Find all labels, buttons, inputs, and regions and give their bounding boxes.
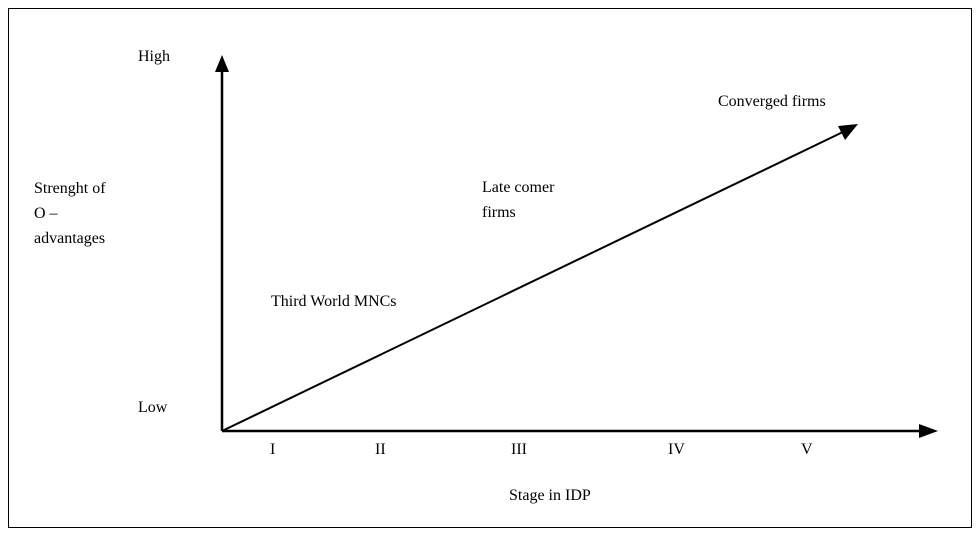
stage-label-4: IV <box>668 441 685 458</box>
stage-label-2: II <box>375 441 386 458</box>
y-axis-low-label: Low <box>138 399 168 416</box>
stage-label-5: V <box>801 441 813 458</box>
y-axis-title-line-3: advantages <box>34 230 106 247</box>
y-axis-arrowhead <box>215 55 229 72</box>
stage-label-1: I <box>270 441 276 458</box>
y-axis-high-label: High <box>138 48 170 65</box>
stage-label-3: III <box>511 441 527 458</box>
third-world-mncs-label: Third World MNCs <box>271 293 397 310</box>
late-comer-label-line-1: Late comer <box>482 179 555 196</box>
trend-line <box>221 130 846 432</box>
y-axis-title-line-1: Strenght of <box>34 180 106 197</box>
late-comer-label-line-2: firms <box>482 204 516 221</box>
converged-firms-label: Converged firms <box>718 93 826 110</box>
y-axis-title-line-2: O – <box>34 205 58 222</box>
x-axis-arrowhead <box>919 424 938 438</box>
diagram-frame <box>8 8 972 528</box>
trend-arrowhead <box>838 124 858 140</box>
x-axis-title: Stage in IDP <box>509 487 591 504</box>
